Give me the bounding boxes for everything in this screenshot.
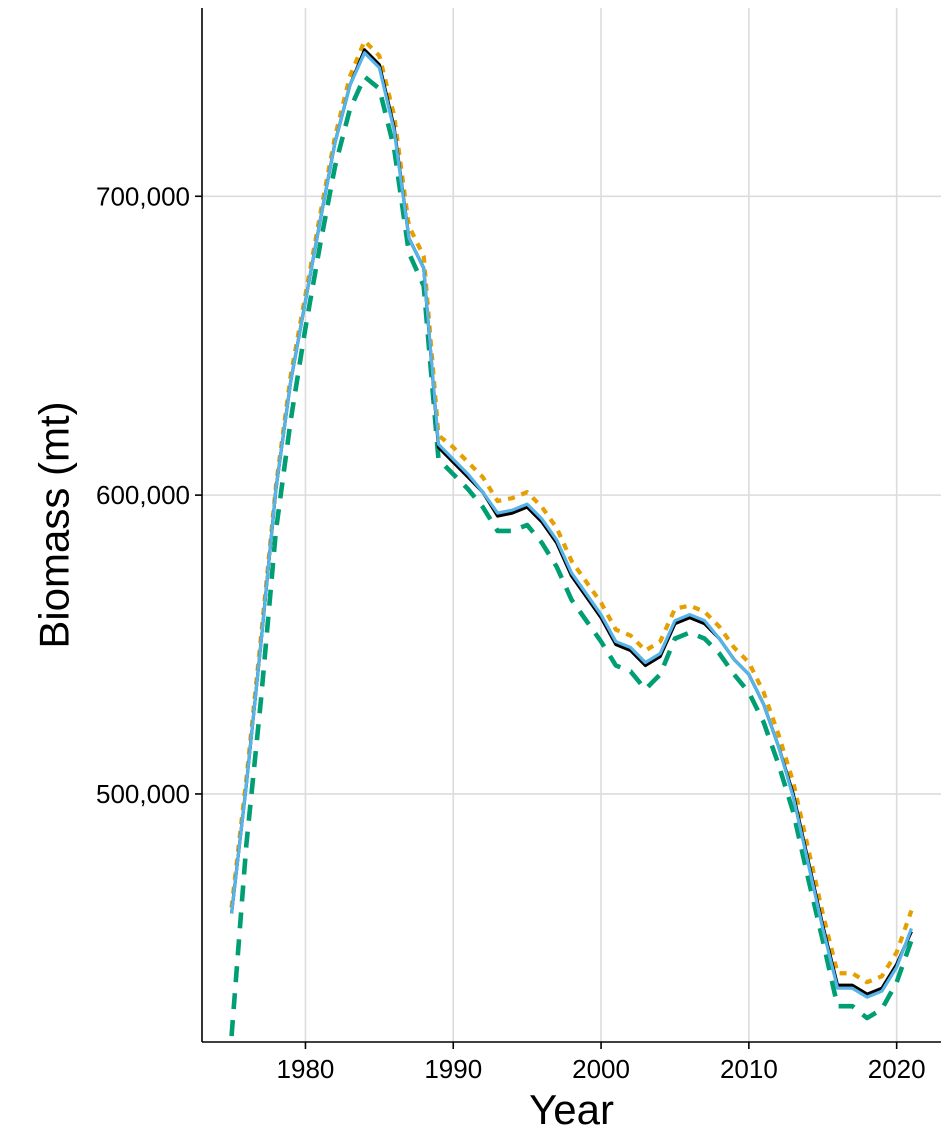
gridlines (202, 8, 941, 1042)
axes (201, 8, 941, 1043)
x-axis-title: Year (529, 1086, 614, 1131)
series-line-dotted-2 (229, 38, 914, 985)
y-axis-title: Biomass (mt) (31, 401, 78, 648)
y-tick-label: 700,000 (96, 181, 190, 211)
series-line-solid-1 (229, 51, 913, 999)
x-tick-label: 2010 (720, 1054, 778, 1084)
x-tick-label: 2000 (572, 1054, 630, 1084)
series-lines (229, 38, 914, 1037)
y-tick-label: 600,000 (96, 480, 190, 510)
x-tick-label: 1990 (424, 1054, 482, 1084)
series-line-dashed-3 (229, 74, 914, 1037)
x-tick-label: 2020 (868, 1054, 926, 1084)
x-tick-label: 1980 (277, 1054, 335, 1084)
tick-labels: 1980 1990 2000 2010 2020 500,000 600,000 700,00… (96, 181, 926, 1084)
y-tick-label: 500,000 (96, 779, 190, 809)
